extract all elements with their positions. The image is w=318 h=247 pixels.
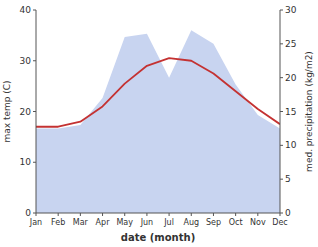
x-axis-label: date (month) — [121, 232, 195, 243]
y-tick-label: 0 — [25, 208, 31, 218]
y2-tick-label: 20 — [285, 73, 297, 83]
y2-tick-label: 15 — [285, 107, 296, 117]
chart: 0 10 20 30 40 0 5 10 15 20 25 30 Jan Feb Mar Apr May Jun J… — [0, 0, 318, 247]
x-tick-label: Oct — [229, 218, 243, 227]
x-axis-line — [36, 213, 280, 214]
x-tick-label: Jan — [29, 218, 42, 227]
y-tick-label: 10 — [20, 157, 32, 167]
y-tick — [33, 60, 36, 61]
y-axis-label: max temp (C) — [2, 80, 12, 142]
x-tick — [257, 213, 258, 216]
x-tick — [58, 213, 59, 216]
y2-tick-label: 5 — [285, 174, 291, 184]
temperature-line — [36, 58, 280, 127]
y-tick-label: 20 — [20, 107, 32, 117]
x-tick-label: Feb — [51, 218, 65, 227]
y-tick — [33, 162, 36, 163]
y-tick-label: 30 — [20, 56, 32, 66]
x-tick — [80, 213, 81, 216]
x-tick — [102, 213, 103, 216]
y2-tick — [280, 77, 283, 78]
x-tick — [280, 213, 281, 216]
y-tick — [33, 111, 36, 112]
x-tick — [36, 213, 37, 216]
precipitation-area — [36, 30, 280, 213]
x-tick — [169, 213, 170, 216]
y2-axis-label: med. precipitation (kg/m2) — [304, 51, 314, 172]
y-tick — [33, 10, 36, 11]
y2-tick — [280, 111, 283, 112]
x-tick — [235, 213, 236, 216]
y2-tick — [280, 145, 283, 146]
y2-tick — [280, 179, 283, 180]
plot-area — [36, 30, 280, 213]
x-tick-label: Jul — [163, 218, 174, 227]
x-tick-label: Sep — [206, 218, 221, 227]
x-tick-label: Mar — [73, 218, 89, 227]
y2-tick — [280, 10, 283, 11]
y2-tick-label: 25 — [285, 39, 296, 49]
x-tick-label: Aug — [183, 218, 199, 227]
y2-tick-label: 30 — [285, 5, 297, 15]
x-tick-label: Dec — [272, 218, 287, 227]
x-tick-label: Jun — [140, 218, 154, 227]
y2-tick — [280, 43, 283, 44]
x-tick-label: May — [116, 218, 133, 227]
background — [0, 0, 318, 247]
x-tick-label: Apr — [96, 218, 111, 227]
y2-tick-label: 10 — [285, 140, 297, 150]
x-tick-label: Nov — [250, 218, 266, 227]
y2-tick-label: 0 — [285, 208, 291, 218]
x-tick — [191, 213, 192, 216]
x-tick — [146, 213, 147, 216]
x-tick — [213, 213, 214, 216]
x-tick — [124, 213, 125, 216]
y-tick-label: 40 — [20, 5, 32, 15]
